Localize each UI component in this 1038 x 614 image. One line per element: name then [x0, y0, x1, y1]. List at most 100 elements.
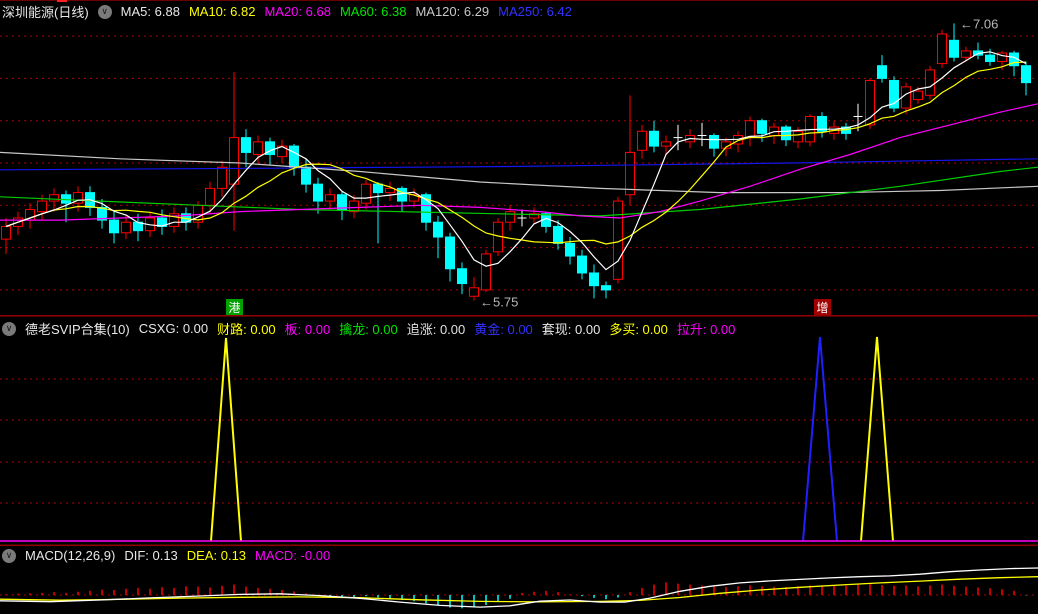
ma10-value: MA10: 6.82 [188, 4, 256, 19]
macd-line-dif [0, 567, 1038, 608]
panel-separator [0, 315, 1038, 317]
candle-down [373, 183, 383, 194]
candle-up [217, 166, 227, 189]
blue-spike [802, 336, 838, 542]
candle-up [793, 130, 803, 143]
dea-value: DEA: 0.13 [186, 548, 247, 563]
indicator-panel-header: ∨ 德老SVIP合集(10) CSXG: 0.00 财路: 0.00 板: 0.… [2, 319, 735, 338]
candle-up [865, 80, 875, 126]
candle-down [649, 130, 659, 147]
candle-down [265, 141, 275, 156]
candle-up [1, 225, 11, 240]
candle-up [325, 194, 335, 202]
yellow-spike-1 [210, 337, 242, 542]
candle-down [781, 126, 791, 141]
candle-down [337, 194, 347, 211]
price-annotation: ←5.75 [480, 294, 518, 309]
candle-up [745, 120, 755, 139]
cailu-value: 财路: 0.00 [217, 322, 276, 337]
candle-up [961, 50, 971, 58]
candle-up [661, 141, 671, 147]
candle-up [481, 253, 491, 291]
candle-up [205, 187, 215, 206]
candle-up [937, 33, 947, 65]
candle-down [601, 285, 611, 291]
candle-up [37, 200, 47, 213]
candle-up [229, 137, 239, 185]
collapse-main-icon[interactable]: ∨ [97, 4, 112, 19]
duomai-value: 多买: 0.00 [609, 322, 668, 337]
candle-up [925, 69, 935, 96]
window-top-border [0, 0, 1038, 1]
candle-down [397, 187, 407, 202]
top-edge-mark [57, 0, 67, 2]
indicator-title: 德老SVIP合集(10) [25, 322, 130, 337]
ma60-value: MA60: 6.38 [339, 4, 407, 19]
candle-down [445, 236, 455, 270]
ban-value: 板: 0.00 [284, 322, 331, 337]
ma-line-ma250 [0, 158, 1038, 171]
candle-down [817, 115, 827, 132]
candle-down [421, 194, 431, 223]
candle-down [301, 166, 311, 185]
candle-down [949, 39, 959, 58]
collapse-macd-icon[interactable]: ∨ [2, 548, 16, 563]
ma-line-ma60 [0, 166, 1038, 217]
ma-line-ma20 [0, 103, 1038, 221]
candle-up [49, 194, 59, 202]
macd-panel-header: ∨ MACD(12,26,9) DIF: 0.13 DEA: 0.13 MACD… [2, 548, 330, 563]
candle-down [577, 255, 587, 274]
candle-down [553, 225, 563, 244]
event-marker-box[interactable] [226, 299, 243, 315]
event-marker-box[interactable] [814, 299, 831, 315]
candle-down [877, 65, 887, 79]
candle-up [901, 86, 911, 109]
ma5-value: MA5: 6.88 [120, 4, 180, 19]
macd-title: MACD(12,26,9) [25, 548, 116, 563]
candle-down [457, 268, 467, 285]
candle-down [985, 54, 995, 62]
yellow-spike-2 [860, 336, 894, 542]
candle-up [505, 211, 515, 223]
candle-up [469, 287, 479, 297]
dif-value: DIF: 0.13 [124, 548, 178, 563]
candle-down [709, 135, 719, 149]
candle-down [433, 221, 443, 238]
candle-up [637, 130, 647, 151]
qinlong-value: 擒龙: 0.00 [339, 322, 398, 337]
candle-down [97, 206, 107, 221]
candle-up [121, 221, 131, 234]
candle-up [73, 192, 83, 204]
candle-down [313, 183, 323, 202]
collapse-indicator-icon[interactable]: ∨ [2, 321, 16, 336]
price-annotation: ←7.06 [960, 16, 998, 31]
candle-up [997, 52, 1007, 62]
candle-down [109, 219, 119, 234]
candle-up [361, 183, 371, 204]
ma250-value: MA250: 6.42 [498, 4, 572, 19]
csxg-value: CSXG: 0.00 [138, 321, 209, 336]
candle-up [913, 90, 923, 101]
ma-line-ma5 [5, 51, 1027, 271]
stock-title: 深圳能源(日线) [2, 5, 89, 20]
candle-down [1021, 65, 1031, 84]
taoxian-value: 套现: 0.00 [541, 322, 601, 337]
macd-value: MACD: -0.00 [255, 548, 331, 563]
event-marker-label[interactable]: 港 [228, 301, 240, 315]
candle-down [289, 145, 299, 168]
event-marker-label[interactable]: 增 [816, 301, 828, 315]
ma-line-ma120 [0, 151, 1038, 194]
candle-up [253, 141, 263, 156]
candle-up [385, 187, 395, 194]
main-chart-header: 深圳能源(日线) ∨ MA5: 6.88 MA10: 6.82 MA20: 6.… [2, 2, 572, 21]
candle-down [757, 120, 767, 134]
panel-separator [0, 544, 1038, 547]
lasheng-value: 拉升: 0.00 [676, 322, 736, 337]
candle-up [169, 213, 179, 227]
candle-up [349, 200, 359, 213]
candle-down [565, 242, 575, 257]
ma-line-ma10 [5, 61, 1027, 245]
candle-down [241, 137, 251, 153]
